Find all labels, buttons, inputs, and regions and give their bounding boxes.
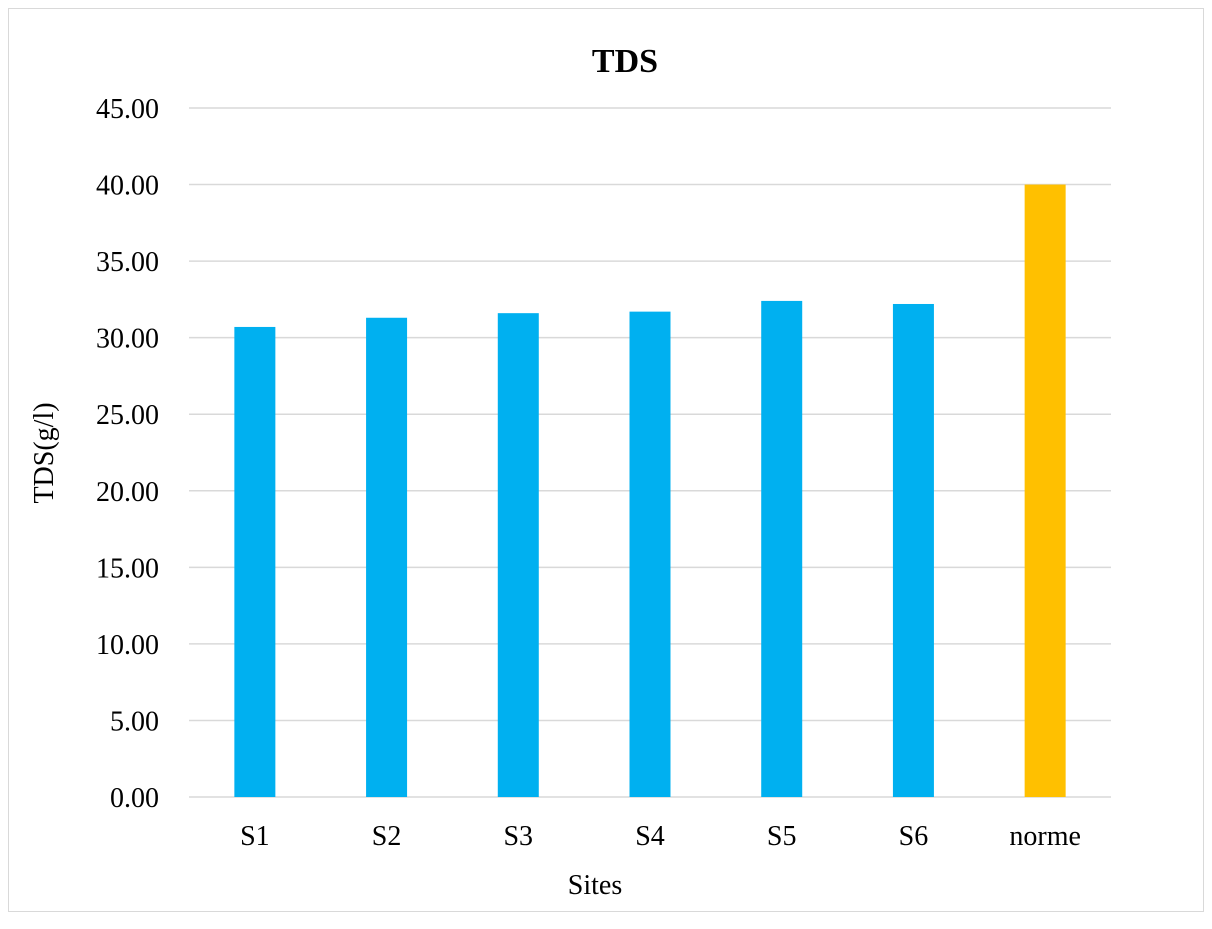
x-tick-label: S6 <box>899 821 929 852</box>
bar-s6 <box>892 303 934 797</box>
y-axis-title: TDS(g/l) <box>29 402 60 503</box>
y-tick-label: 30.00 <box>96 324 159 355</box>
bars <box>234 184 1066 798</box>
chart-title: TDS <box>592 43 658 80</box>
x-tick-label: S1 <box>240 821 270 852</box>
x-tick-label: S2 <box>372 821 402 852</box>
y-tick-label: 10.00 <box>96 630 159 661</box>
y-tick-label: 45.00 <box>96 94 159 125</box>
y-tick-label: 20.00 <box>96 477 159 508</box>
x-tick-label: norme <box>1009 821 1081 852</box>
y-tick-label: 0.00 <box>110 783 159 814</box>
tds-bar-chart: TDS 0.00 5.00 10.00 15.00 20.00 25.00 30.00 35.… <box>29 43 1111 901</box>
bar-s2 <box>366 317 408 797</box>
x-tick-label: S3 <box>503 821 533 852</box>
bar-norme <box>1024 184 1066 798</box>
y-tick-label: 40.00 <box>96 171 159 202</box>
x-tick-label: S5 <box>767 821 797 852</box>
chart-frame: TDS 0.00 5.00 10.00 15.00 20.00 25.00 30.00 35.… <box>8 8 1204 912</box>
x-axis-title: Sites <box>568 870 622 901</box>
y-tick-label: 35.00 <box>96 247 159 278</box>
bar-s4 <box>629 311 671 797</box>
y-tick-label: 25.00 <box>96 400 159 431</box>
x-axis-ticks: S1 S2 S3 S4 S5 S6 norme <box>240 821 1081 852</box>
y-tick-label: 5.00 <box>110 706 159 737</box>
y-tick-label: 15.00 <box>96 553 159 584</box>
bar-s1 <box>234 326 276 797</box>
bar-s5 <box>761 300 803 797</box>
x-tick-label: S4 <box>635 821 665 852</box>
y-axis-ticks: 0.00 5.00 10.00 15.00 20.00 25.00 30.00 35.00 40… <box>96 94 159 814</box>
bar-s3 <box>497 313 539 797</box>
